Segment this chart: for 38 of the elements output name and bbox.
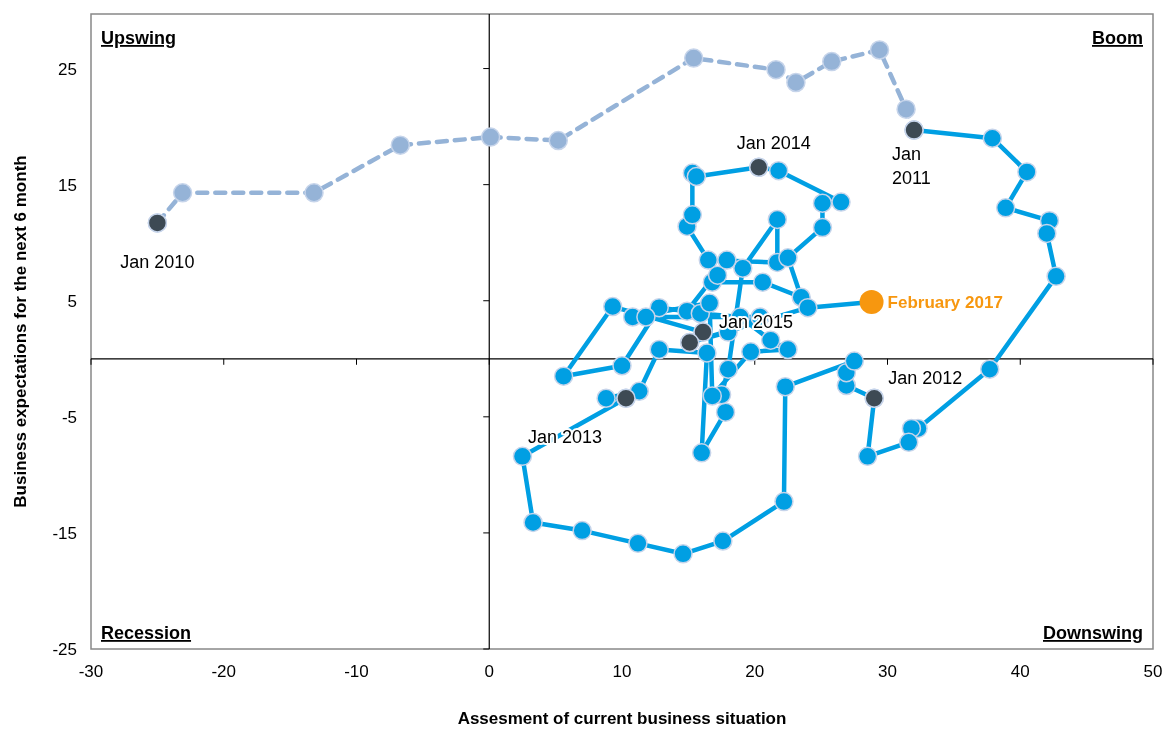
point — [172, 183, 193, 203]
point — [304, 183, 324, 203]
x-tick-label: 40 — [1010, 662, 1030, 681]
annotation: Downswing — [1043, 623, 1143, 643]
annotation: Jan 2011 — [892, 144, 931, 189]
annotation: Recession — [101, 623, 192, 643]
x-tick-label: -30 — [78, 662, 104, 681]
y-tick-label: 25 — [58, 59, 77, 79]
point — [390, 135, 411, 155]
series-label: February 2017 — [887, 292, 1003, 312]
point — [683, 48, 704, 68]
point — [786, 72, 806, 93]
y-tick-label: -15 — [52, 523, 77, 543]
x-tick-label: 50 — [1143, 662, 1163, 681]
annotation: Jan 2013 — [527, 427, 602, 448]
point — [896, 99, 916, 119]
y-tick-label: 15 — [58, 175, 77, 195]
y-axis-title: Business expectations for the next 6 month — [11, 155, 30, 508]
y-tick-label: -5 — [61, 407, 77, 427]
annotation: Boom — [1092, 28, 1143, 48]
point — [822, 51, 842, 72]
x-tick-label: 0 — [484, 662, 494, 681]
x-tick-label: -10 — [344, 662, 369, 681]
x-tick-label: 20 — [745, 662, 765, 681]
point — [480, 127, 501, 147]
annotation: Jan 2014 — [736, 133, 811, 154]
annotation: Jan 2012 — [888, 368, 963, 389]
x-axis-title: Assesment of current business situation — [457, 709, 787, 728]
point — [548, 130, 569, 151]
y-tick-label: 5 — [67, 291, 77, 311]
annotation: Jan 2010 — [120, 251, 195, 272]
x-tick-label: -20 — [211, 662, 237, 681]
annotation: Upswing — [101, 28, 176, 48]
point — [869, 40, 890, 60]
y-tick-label: -25 — [52, 640, 77, 659]
point — [766, 59, 786, 80]
x-tick-label: 30 — [878, 662, 897, 681]
x-tick-label: 10 — [612, 662, 632, 681]
